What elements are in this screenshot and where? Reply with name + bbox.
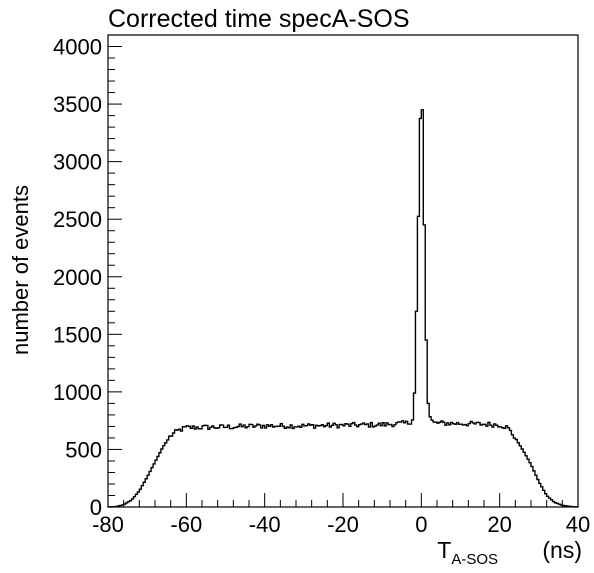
plot-frame — [107, 34, 579, 508]
y-axis-label: number of events — [8, 185, 33, 355]
x-axis-ticks: -80 -60 -40 -20 0 20 40 — [92, 493, 590, 537]
y-tick-label: 3500 — [53, 92, 102, 117]
y-tick-label: 0 — [90, 495, 102, 520]
x-axis-label-subscript: A-SOS — [451, 551, 498, 568]
x-tick-label: 0 — [415, 512, 427, 537]
x-tick-label: -80 — [92, 512, 124, 537]
histogram-line — [107, 109, 579, 508]
y-axis-ticks: 0 500 1000 1500 2000 2500 3000 3500 4000 — [53, 34, 122, 520]
x-tick-label: -40 — [249, 512, 281, 537]
y-tick-label: 1000 — [53, 380, 102, 405]
x-axis-label-main: T — [437, 537, 451, 563]
y-tick-label: 1500 — [53, 322, 102, 347]
y-tick-label: 3000 — [53, 150, 102, 175]
x-tick-label: -60 — [170, 512, 202, 537]
x-tick-label: 20 — [487, 512, 511, 537]
y-tick-label: 2000 — [53, 265, 102, 290]
x-tick-label: 40 — [566, 512, 590, 537]
x-axis-label-unit: (ns) — [542, 537, 582, 563]
chart-title: Corrected time specA-SOS — [108, 5, 410, 33]
y-tick-label: 4000 — [53, 35, 102, 60]
y-tick-label: 500 — [65, 437, 102, 462]
y-tick-label: 2500 — [53, 207, 102, 232]
x-axis-label: TA-SOS — [437, 537, 498, 568]
x-tick-label: -20 — [327, 512, 359, 537]
